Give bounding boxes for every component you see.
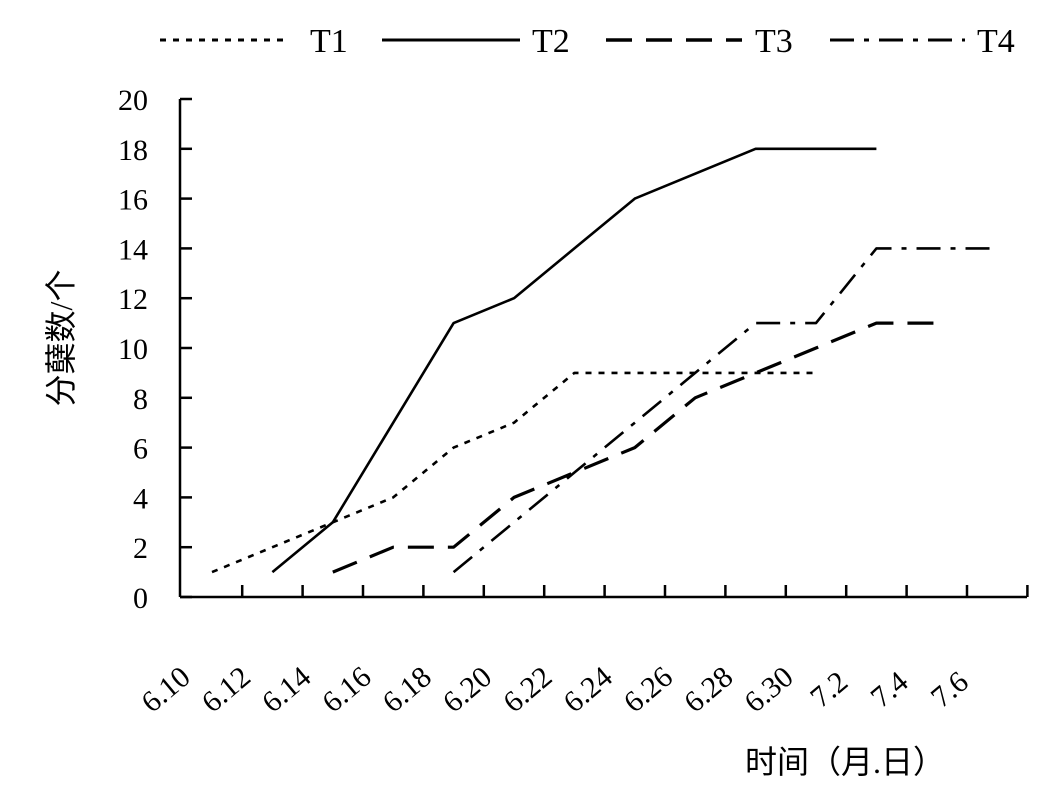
series-t2 [271,147,877,574]
x-tick-label: 7.2 [804,665,854,714]
series-line-t1 [211,371,816,574]
legend: T1 T2 T3 T4 [160,23,1015,60]
x-tick-label: 7.4 [865,665,915,714]
x-axis-label: 时间（月.日） [745,744,945,780]
series-line-t2 [271,147,877,574]
y-tick-label: 8 [133,383,148,416]
y-tick-label: 20 [118,84,148,117]
y-tick-label: 0 [133,582,148,615]
series-t4 [452,247,998,574]
legend-label-t4: T4 [977,23,1015,60]
x-tick-label: 7.6 [925,665,975,714]
series-layer [211,147,998,574]
y-tick-label: 6 [133,433,148,466]
y-axis-label: 分蘖数/个 [43,270,79,407]
x-tick-label: 6.22 [497,660,558,719]
y-axis: 0 2 4 6 8 10 12 14 16 18 20 [118,84,192,615]
y-tick-label: 4 [133,482,148,515]
series-t1 [211,371,817,574]
legend-label-t1: T1 [310,23,348,60]
y-tick-label: 16 [118,184,148,217]
x-tick-label: 6.10 [135,660,196,719]
series-line-t4 [452,247,998,574]
y-tick-label: 2 [133,532,148,565]
x-tick-label: 6.14 [256,660,317,719]
x-tick-label: 6.18 [376,660,437,719]
x-tick-label: 6.16 [316,660,377,719]
legend-label-t2: T2 [532,23,570,60]
y-tick-label: 14 [118,233,148,266]
x-tick-label: 6.12 [195,660,256,719]
x-tick-label: 6.30 [738,660,799,719]
x-axis: 6.106.126.146.166.186.206.226.246.266.28… [135,585,1029,719]
legend-label-t3: T3 [755,23,793,60]
y-tick-label: 10 [118,333,148,366]
series-t3 [332,321,937,574]
x-tick-label: 6.20 [437,660,498,719]
x-tick-label: 6.26 [618,660,679,719]
x-tick-label: 6.24 [557,660,618,719]
y-tick-label: 18 [118,134,148,167]
y-tick-label: 12 [118,283,148,316]
x-tick-label: 6.28 [678,660,739,719]
